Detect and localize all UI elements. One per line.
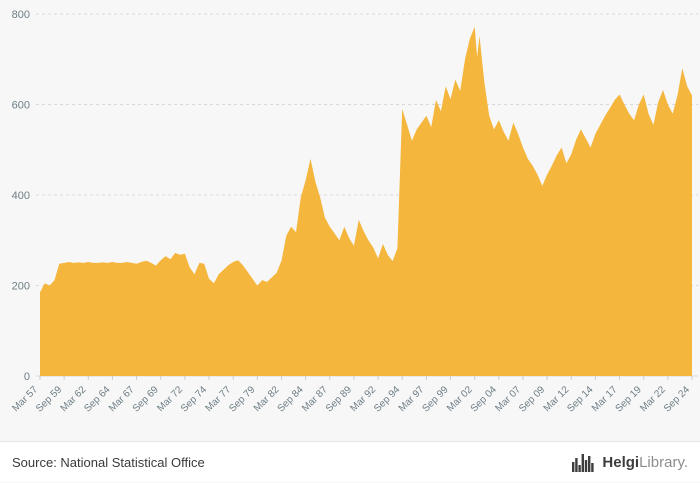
x-tick-label: Sep 84: [276, 384, 306, 414]
x-tick-label: Sep 79: [227, 384, 257, 414]
y-tick-label: 400: [12, 190, 30, 202]
x-tick-label: Sep 89: [324, 384, 354, 414]
x-tick-label: Sep 14: [565, 384, 595, 414]
y-tick-label: 200: [12, 281, 30, 293]
x-tick-label: Sep 94: [372, 384, 402, 414]
x-tick-label: Sep 19: [614, 384, 644, 414]
chart-area-container: 0 200 400 600 800 Mar 57 Sep 59 Mar 62 Sep 64 Mar…: [10, 9, 698, 415]
brand-name-helgi: Helgi: [602, 453, 640, 471]
x-tick-label: Sep 59: [34, 384, 64, 414]
brand-name-library: Library.: [639, 453, 688, 471]
helgi-library-logo-icon: [572, 454, 595, 472]
y-tick-label: 0: [24, 371, 30, 383]
y-tick-label: 800: [12, 9, 30, 21]
source-label: Source: National Statistical Office: [12, 454, 205, 470]
x-tick-label: Sep 99: [420, 384, 450, 414]
x-tick-label: Sep 24: [662, 384, 692, 414]
x-tick-label: Sep 74: [179, 384, 209, 414]
y-tick-label: 600: [12, 100, 30, 112]
chart-footer: Source: National Statistical Office Helg…: [0, 441, 700, 482]
area-series: [40, 26, 692, 376]
x-tick-label: Sep 04: [469, 384, 499, 414]
x-tick-label: Sep 64: [82, 384, 112, 414]
brand-logo[interactable]: HelgiLibrary.: [572, 452, 688, 472]
x-tick-label: Sep 69: [131, 384, 161, 414]
x-tick-label: Sep 09: [517, 384, 547, 414]
brand-name: HelgiLibrary.: [602, 455, 688, 470]
